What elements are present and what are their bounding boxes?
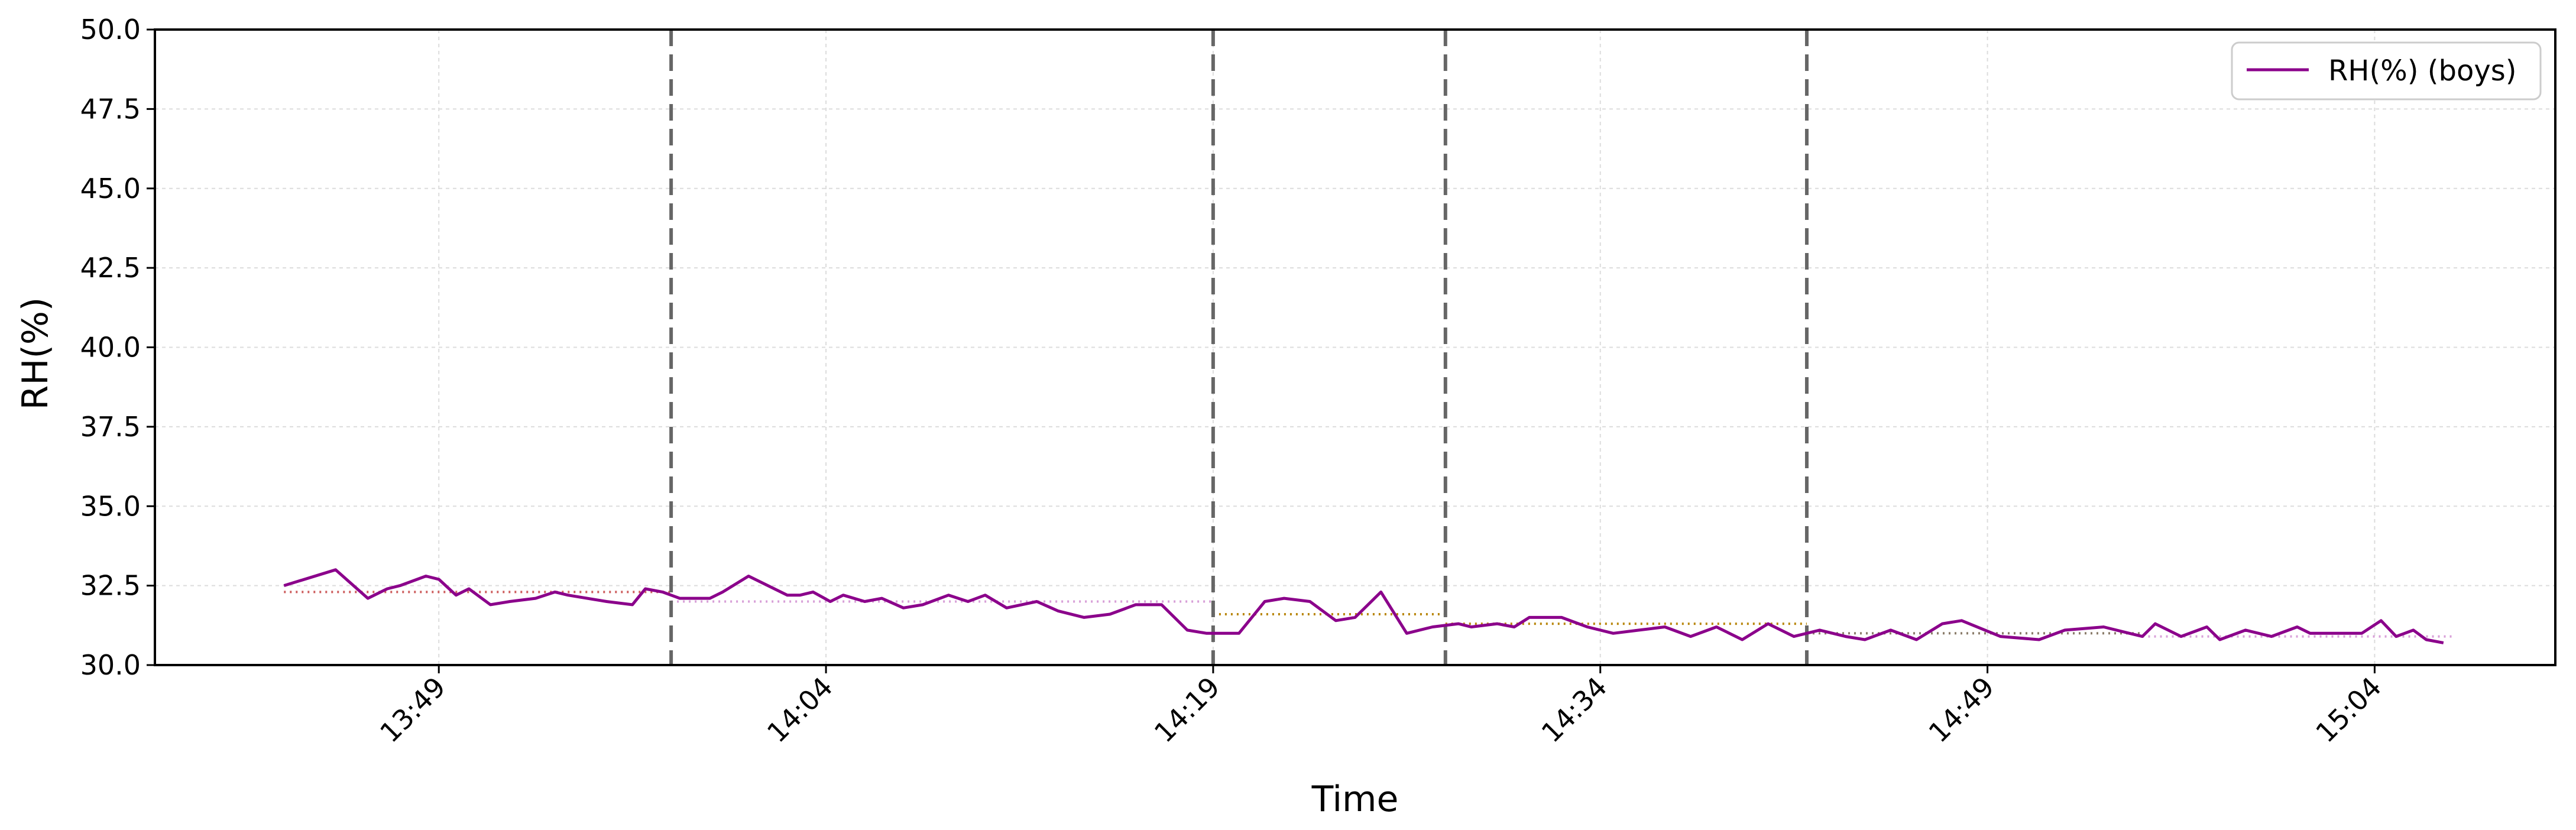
series-line-rh-boys [283, 568, 2444, 644]
y-tick-label: 45.0 [80, 173, 141, 205]
y-tick-label: 30.0 [80, 649, 141, 681]
x-tick-label: 14:19 [1148, 671, 1226, 749]
y-tick-label: 42.5 [80, 252, 141, 284]
x-tick-label: 13:49 [374, 671, 452, 749]
x-tick-label: 14:04 [761, 671, 839, 749]
legend: RH(%) (boys) [2231, 41, 2542, 100]
legend-box [2231, 41, 2542, 100]
series-layer [283, 568, 2444, 644]
y-tick-label: 50.0 [80, 14, 141, 46]
y-tick-label: 32.5 [80, 570, 141, 602]
x-axis-ticks: 13:49 14:04 14:19 14:34 14:49 15:04 [374, 665, 2387, 749]
segment-mean-lines [284, 591, 2452, 638]
grid-lines [155, 29, 2555, 666]
y-tick-label: 35.0 [80, 490, 141, 522]
x-tick-label: 14:34 [1535, 671, 1613, 749]
x-tick-label: 15:04 [2309, 671, 2387, 749]
y-axis-ticks: 30.0 32.5 35.0 37.5 40.0 42.5 45.0 47.5 50.0 [80, 14, 155, 681]
y-tick-label: 40.0 [80, 332, 141, 364]
legend-entry-label: RH(%) (boys) [2328, 54, 2516, 87]
y-axis-label: RH(%) [15, 297, 56, 410]
y-tick-label: 47.5 [80, 93, 141, 125]
period-divider-lines [669, 30, 1809, 665]
x-tick-label: 14:49 [1922, 671, 2000, 749]
y-tick-label: 37.5 [80, 411, 141, 443]
x-axis-label: Time [1311, 779, 1399, 820]
